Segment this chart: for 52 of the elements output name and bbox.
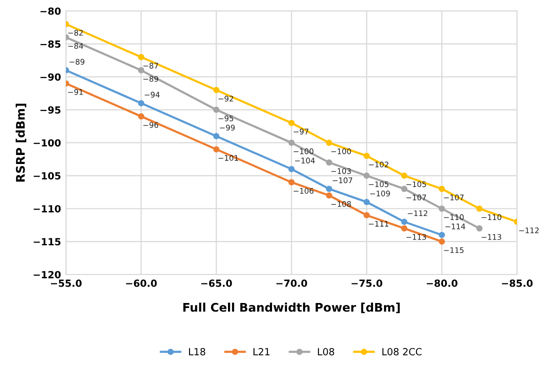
point <box>138 113 144 120</box>
y-tick-label: −115 <box>34 238 60 246</box>
point <box>364 172 370 179</box>
point <box>138 100 144 106</box>
point <box>364 152 370 160</box>
point <box>401 172 408 179</box>
x-axis-title: Full Cell Bandwidth Power [dBm] <box>183 302 400 314</box>
point <box>326 186 332 192</box>
point <box>213 86 220 94</box>
point <box>213 106 220 113</box>
point <box>364 198 370 206</box>
point <box>401 225 408 232</box>
point <box>138 67 144 74</box>
y-tick-label: −110 <box>34 205 61 212</box>
x-tick-label: −70.0 <box>276 280 308 287</box>
y-tick-label: −100 <box>34 139 61 147</box>
point <box>438 205 445 212</box>
legend-label: L08 2CC <box>382 348 422 356</box>
x-tick-label: −80.0 <box>426 280 458 287</box>
point <box>213 133 220 140</box>
legend-label: L21 <box>254 348 270 356</box>
x-tick-label: −85.0 <box>502 280 533 287</box>
point <box>476 205 483 212</box>
x-tick-label: −75.0 <box>352 280 382 287</box>
point <box>438 238 445 245</box>
point <box>438 186 445 192</box>
y-tick-label: −80 <box>40 7 61 15</box>
x-tick-label: −55.0 <box>50 280 82 287</box>
y-axis-title: RSRP [dBm] <box>16 104 26 182</box>
legend-label: L18 <box>189 348 206 356</box>
legend-label: L08 <box>318 348 334 356</box>
y-tick-label: −90 <box>40 73 61 81</box>
point <box>213 146 220 152</box>
y-tick-label: −85 <box>40 40 60 48</box>
point <box>288 166 295 172</box>
point <box>288 179 295 186</box>
point <box>438 232 445 238</box>
y-tick-label: −105 <box>34 172 60 180</box>
point <box>401 186 408 192</box>
x-tick-label: −65.0 <box>201 280 232 287</box>
y-tick-label: −95 <box>40 106 60 114</box>
point <box>138 54 144 60</box>
y-tick-label: −120 <box>34 270 61 278</box>
point <box>288 120 295 126</box>
point <box>326 140 332 146</box>
point <box>288 140 295 146</box>
x-tick-label: −60.0 <box>126 280 157 287</box>
point <box>364 212 370 218</box>
point <box>476 225 483 232</box>
point <box>326 192 332 199</box>
point <box>401 218 408 225</box>
point <box>326 159 332 166</box>
